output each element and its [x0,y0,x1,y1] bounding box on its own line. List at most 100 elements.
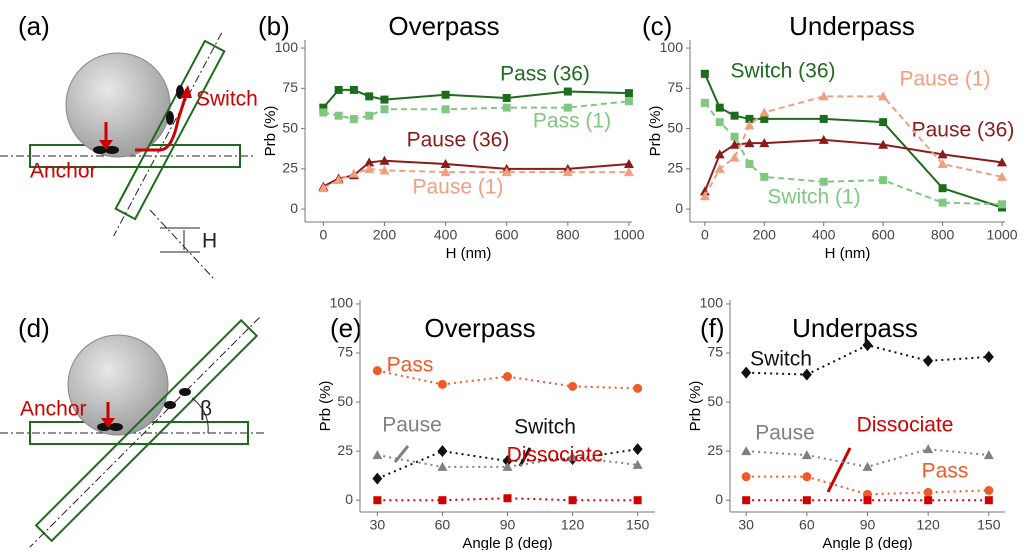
marker [879,176,887,184]
series-label: Pause (1) [899,68,990,91]
marker [504,494,512,502]
marker [924,496,932,504]
x-tick-label: 800 [556,227,580,243]
y-tick-label: 50 [707,393,723,409]
x-tick-label: 30 [738,517,754,533]
marker [924,488,933,497]
marker [365,112,373,120]
marker [923,355,933,367]
anchor-label: Anchor [30,160,97,183]
marker [564,88,572,96]
marker [442,105,450,113]
series-label: Dissociate [507,444,604,467]
marker [503,104,511,112]
series-label: Pause [382,414,442,437]
y-tick-label: 75 [282,79,298,95]
x-tick-label: 60 [435,517,451,533]
marker [634,496,642,504]
x-tick-label: 400 [812,227,836,243]
x-axis-label: H (nm) [446,245,492,262]
marker [350,115,358,123]
x-tick-label: 1000 [986,227,1017,243]
y-axis-label: Prb (%) [687,381,704,432]
marker [864,496,872,504]
marker [742,472,751,481]
y-tick-label: 25 [282,160,298,176]
y-tick-label: 100 [275,39,299,55]
marker [745,160,753,168]
marker [716,118,724,126]
figure: (a) Anchor Switch H (d) Anchor β (b)Over… [0,0,1030,550]
marker [716,104,724,112]
marker [633,384,642,393]
y-tick-label: 50 [282,119,298,135]
x-axis-label: Angle β (deg) [822,535,912,550]
marker [568,382,577,391]
panel-label: (a) [18,11,50,41]
x-tick-label: 200 [373,227,397,243]
x-tick-label: 30 [370,517,386,533]
x-tick-label: 600 [871,227,895,243]
marker [701,70,709,78]
marker [939,199,947,207]
series-label: Pass (36) [500,63,590,86]
marker [624,167,634,176]
series-label: Pass [922,460,969,483]
series-label: Pass (1) [533,110,611,133]
series-label: Pause (36) [407,129,510,152]
diagram-d: (d) Anchor β [0,310,267,550]
panel-label: (c) [642,11,672,41]
panel-label: (d) [18,313,50,343]
marker [438,380,447,389]
series-label: Switch (1) [767,186,860,209]
marker [625,89,633,97]
motor [109,423,123,431]
marker [438,496,446,504]
x-axis-label: H (nm) [825,245,871,262]
marker [503,94,511,102]
marker [372,473,382,485]
marker [503,372,512,381]
marker [985,496,993,504]
chart-title: Overpass [424,313,535,343]
marker [731,112,739,120]
y-axis-label: Prb (%) [317,381,334,432]
x-tick-label: 120 [916,517,940,533]
marker [984,450,994,459]
pointer [828,448,850,492]
x-tick-label: 120 [561,517,585,533]
angle-label: β [200,398,212,421]
marker [820,115,828,123]
y-tick-label: 0 [290,200,298,216]
panel-label: (e) [330,313,362,343]
anchor-label: Anchor [20,398,87,421]
marker [380,96,388,104]
marker [939,184,947,192]
marker [437,445,447,457]
marker [984,486,993,495]
marker [731,133,739,141]
marker [633,443,643,455]
x-tick-label: 400 [434,227,458,243]
bead [66,53,170,157]
marker [350,86,358,94]
panel-label: (b) [258,11,290,41]
series-label: Pass [387,354,434,377]
series-label: Switch [514,416,576,439]
y-tick-label: 0 [675,200,683,216]
marker [715,149,725,158]
marker [802,472,811,481]
series-label: Pause (36) [912,119,1015,142]
marker [319,108,327,116]
y-tick-label: 100 [330,295,354,311]
marker [759,107,769,116]
y-tick-label: 75 [707,344,723,360]
marker [335,112,343,120]
marker [569,496,577,504]
marker [373,496,381,504]
switch-label: Switch [196,88,258,111]
x-tick-label: 90 [500,517,516,533]
y-tick-label: 25 [337,442,353,458]
